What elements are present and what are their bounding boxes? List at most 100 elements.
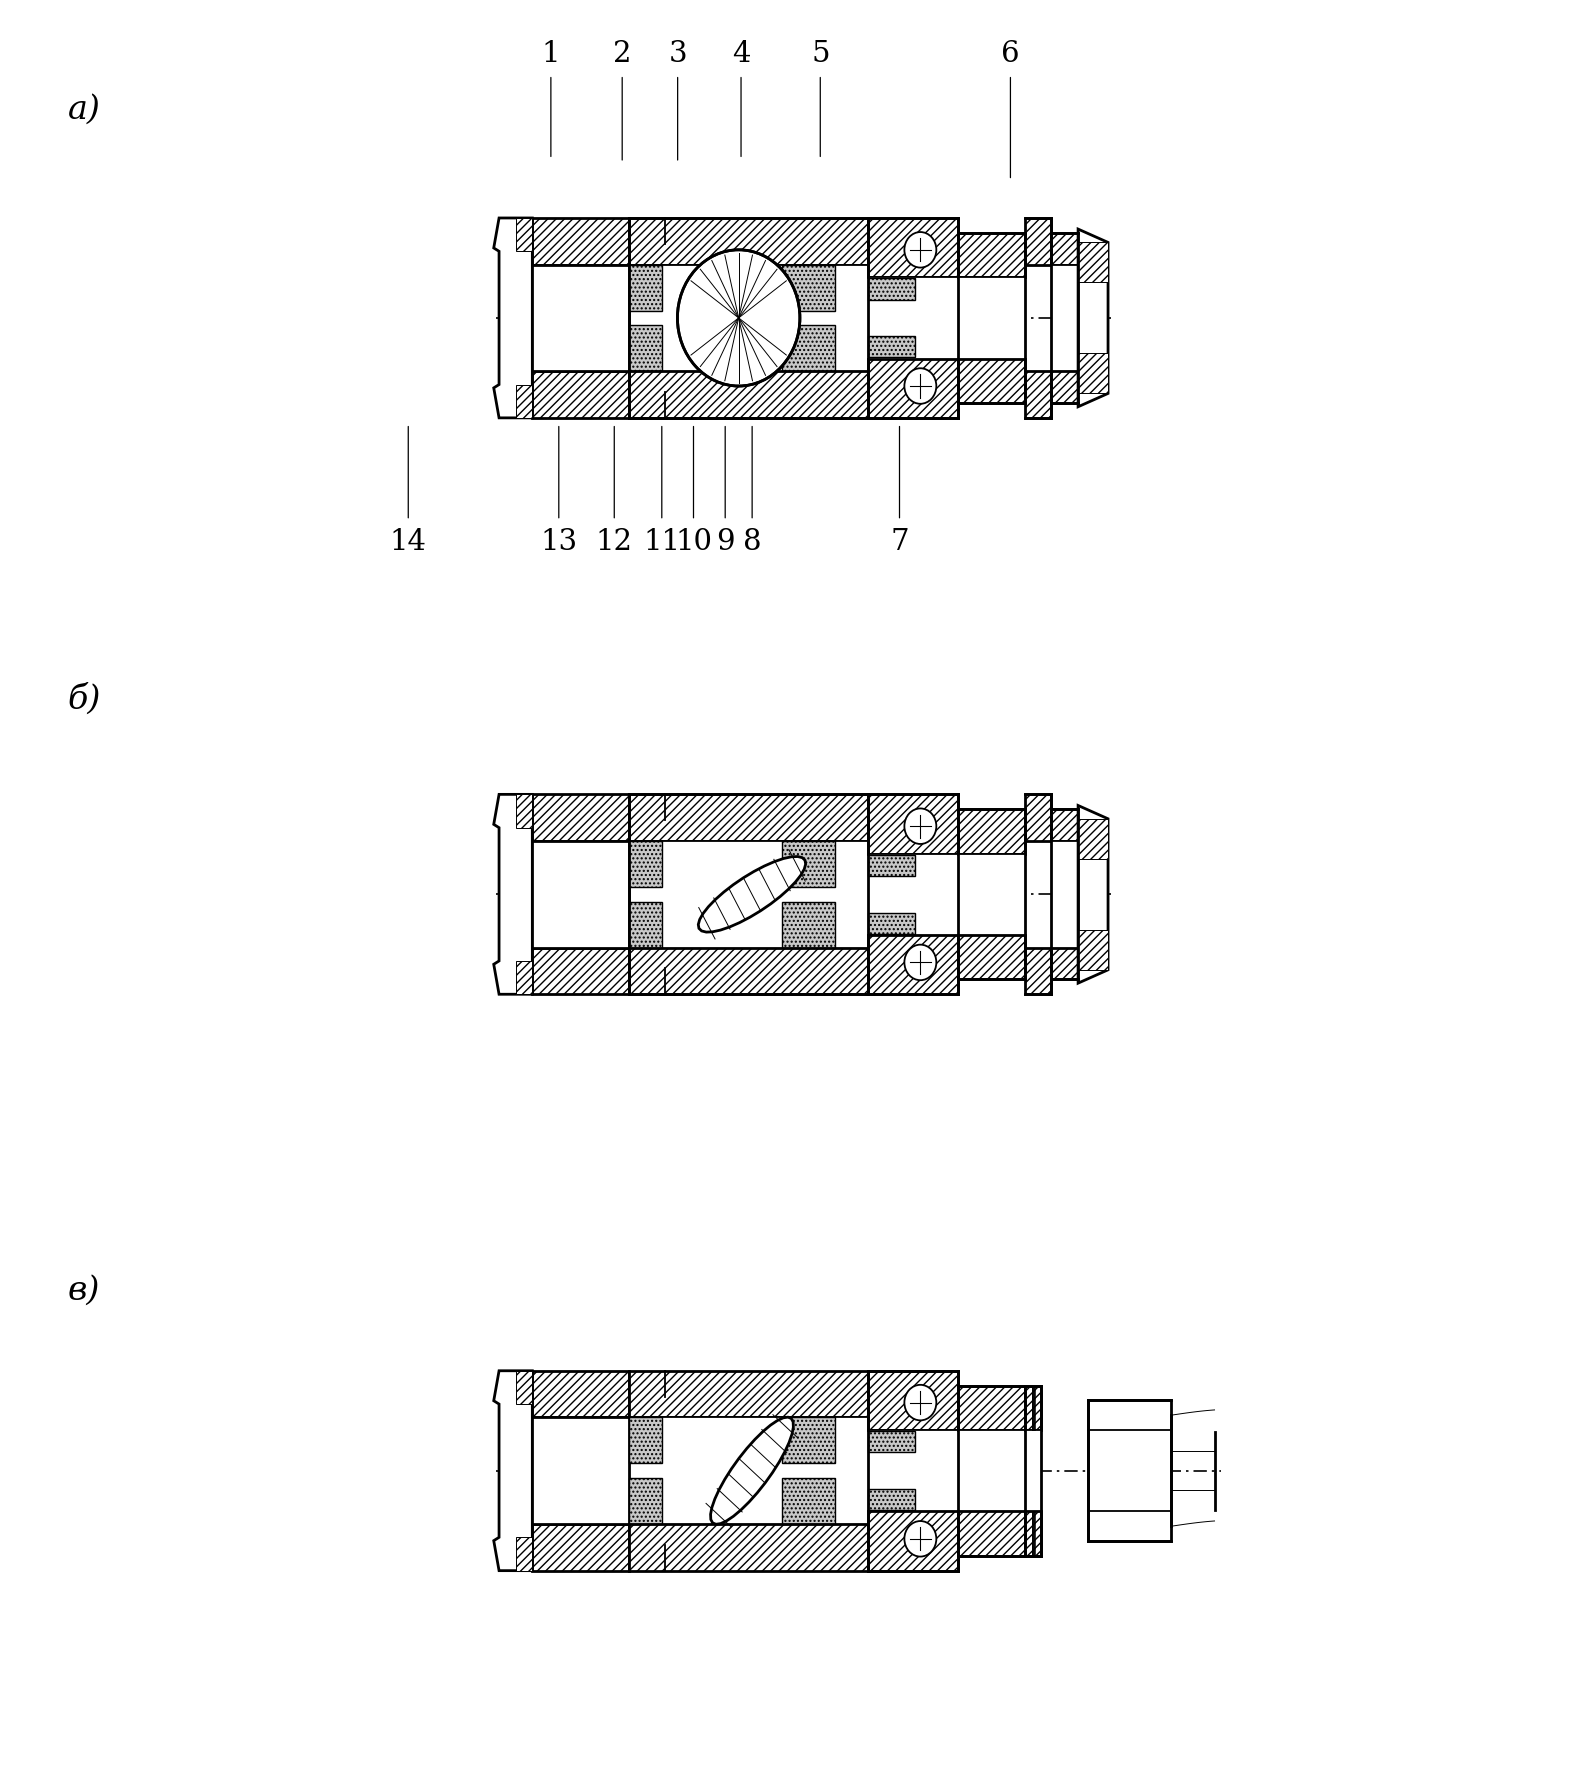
Polygon shape bbox=[1078, 806, 1109, 983]
Bar bbox=[1078, 243, 1109, 282]
Text: б): б) bbox=[67, 684, 100, 715]
Bar bbox=[782, 264, 835, 310]
Bar bbox=[516, 1371, 532, 1404]
Bar bbox=[959, 809, 1024, 854]
Text: 9: 9 bbox=[715, 528, 734, 556]
Circle shape bbox=[905, 232, 937, 267]
Bar bbox=[1024, 1429, 1042, 1511]
Circle shape bbox=[677, 250, 800, 386]
Bar bbox=[1024, 795, 1051, 841]
Bar bbox=[868, 1429, 959, 1511]
Text: 13: 13 bbox=[540, 528, 577, 556]
Text: 4: 4 bbox=[731, 39, 750, 67]
Bar bbox=[629, 326, 663, 372]
Text: 5: 5 bbox=[811, 39, 830, 67]
Bar bbox=[532, 795, 629, 841]
Bar bbox=[868, 1431, 914, 1452]
Bar bbox=[868, 1489, 914, 1511]
Bar bbox=[629, 1479, 663, 1525]
Bar bbox=[1024, 947, 1051, 994]
Polygon shape bbox=[494, 1371, 532, 1571]
Circle shape bbox=[905, 368, 937, 404]
Bar bbox=[516, 1537, 532, 1571]
Bar bbox=[868, 912, 914, 933]
Bar bbox=[629, 901, 663, 947]
Bar bbox=[629, 795, 868, 841]
Bar bbox=[959, 854, 1024, 935]
Bar bbox=[868, 278, 959, 360]
Text: 12: 12 bbox=[596, 528, 632, 556]
Text: 8: 8 bbox=[742, 528, 761, 556]
Polygon shape bbox=[710, 1417, 793, 1525]
Bar bbox=[1024, 218, 1051, 264]
Text: 10: 10 bbox=[675, 528, 712, 556]
Circle shape bbox=[905, 1521, 937, 1557]
Text: 11: 11 bbox=[644, 528, 680, 556]
Bar bbox=[1051, 232, 1078, 264]
Bar bbox=[782, 326, 835, 372]
Bar bbox=[629, 947, 868, 994]
Polygon shape bbox=[698, 857, 806, 932]
Text: в): в) bbox=[67, 1275, 100, 1307]
Bar bbox=[868, 278, 914, 299]
Bar bbox=[868, 935, 959, 994]
Bar bbox=[1024, 1511, 1042, 1557]
Bar bbox=[1051, 372, 1078, 404]
Bar bbox=[959, 278, 1024, 360]
Bar bbox=[532, 218, 629, 264]
Text: 3: 3 bbox=[669, 39, 687, 67]
Text: 1: 1 bbox=[542, 39, 561, 67]
Text: 2: 2 bbox=[613, 39, 631, 67]
Text: а): а) bbox=[67, 94, 100, 126]
Bar bbox=[1078, 930, 1109, 971]
Circle shape bbox=[905, 944, 937, 979]
Bar bbox=[1078, 818, 1109, 859]
Bar bbox=[868, 1511, 959, 1571]
Bar bbox=[959, 1429, 1024, 1511]
Text: 7: 7 bbox=[890, 528, 910, 556]
Bar bbox=[516, 795, 532, 827]
Bar bbox=[629, 218, 868, 264]
Bar bbox=[782, 901, 835, 947]
Bar bbox=[629, 1525, 868, 1571]
Bar bbox=[1024, 1385, 1042, 1429]
Bar bbox=[629, 264, 868, 372]
Bar bbox=[959, 935, 1024, 979]
Bar bbox=[532, 947, 629, 994]
Bar bbox=[629, 841, 868, 947]
Bar bbox=[629, 1371, 868, 1417]
Text: 6: 6 bbox=[1000, 39, 1020, 67]
Bar bbox=[1078, 354, 1109, 393]
Bar bbox=[629, 1417, 868, 1525]
Bar bbox=[532, 841, 629, 947]
Text: 14: 14 bbox=[390, 528, 427, 556]
Bar bbox=[516, 218, 532, 251]
Bar bbox=[516, 384, 532, 418]
Bar bbox=[629, 841, 663, 887]
Bar bbox=[1051, 947, 1078, 979]
Polygon shape bbox=[494, 218, 532, 418]
Bar bbox=[868, 336, 914, 358]
Bar bbox=[959, 1511, 1024, 1557]
Polygon shape bbox=[1078, 228, 1109, 407]
Bar bbox=[868, 360, 959, 418]
Bar bbox=[532, 264, 629, 372]
Bar bbox=[959, 232, 1024, 278]
Bar bbox=[868, 854, 959, 935]
Bar bbox=[1051, 264, 1078, 372]
Bar bbox=[1024, 372, 1051, 418]
Bar bbox=[1088, 1401, 1171, 1541]
Bar bbox=[868, 218, 959, 278]
Bar bbox=[532, 372, 629, 418]
Bar bbox=[532, 1525, 629, 1571]
Bar bbox=[959, 360, 1024, 404]
Bar bbox=[782, 1479, 835, 1525]
Polygon shape bbox=[494, 795, 532, 994]
Bar bbox=[868, 855, 914, 877]
Bar bbox=[516, 962, 532, 994]
Bar bbox=[868, 795, 959, 854]
Bar bbox=[782, 1417, 835, 1463]
Bar bbox=[629, 1417, 663, 1463]
Bar bbox=[868, 1371, 959, 1429]
Circle shape bbox=[905, 808, 937, 845]
